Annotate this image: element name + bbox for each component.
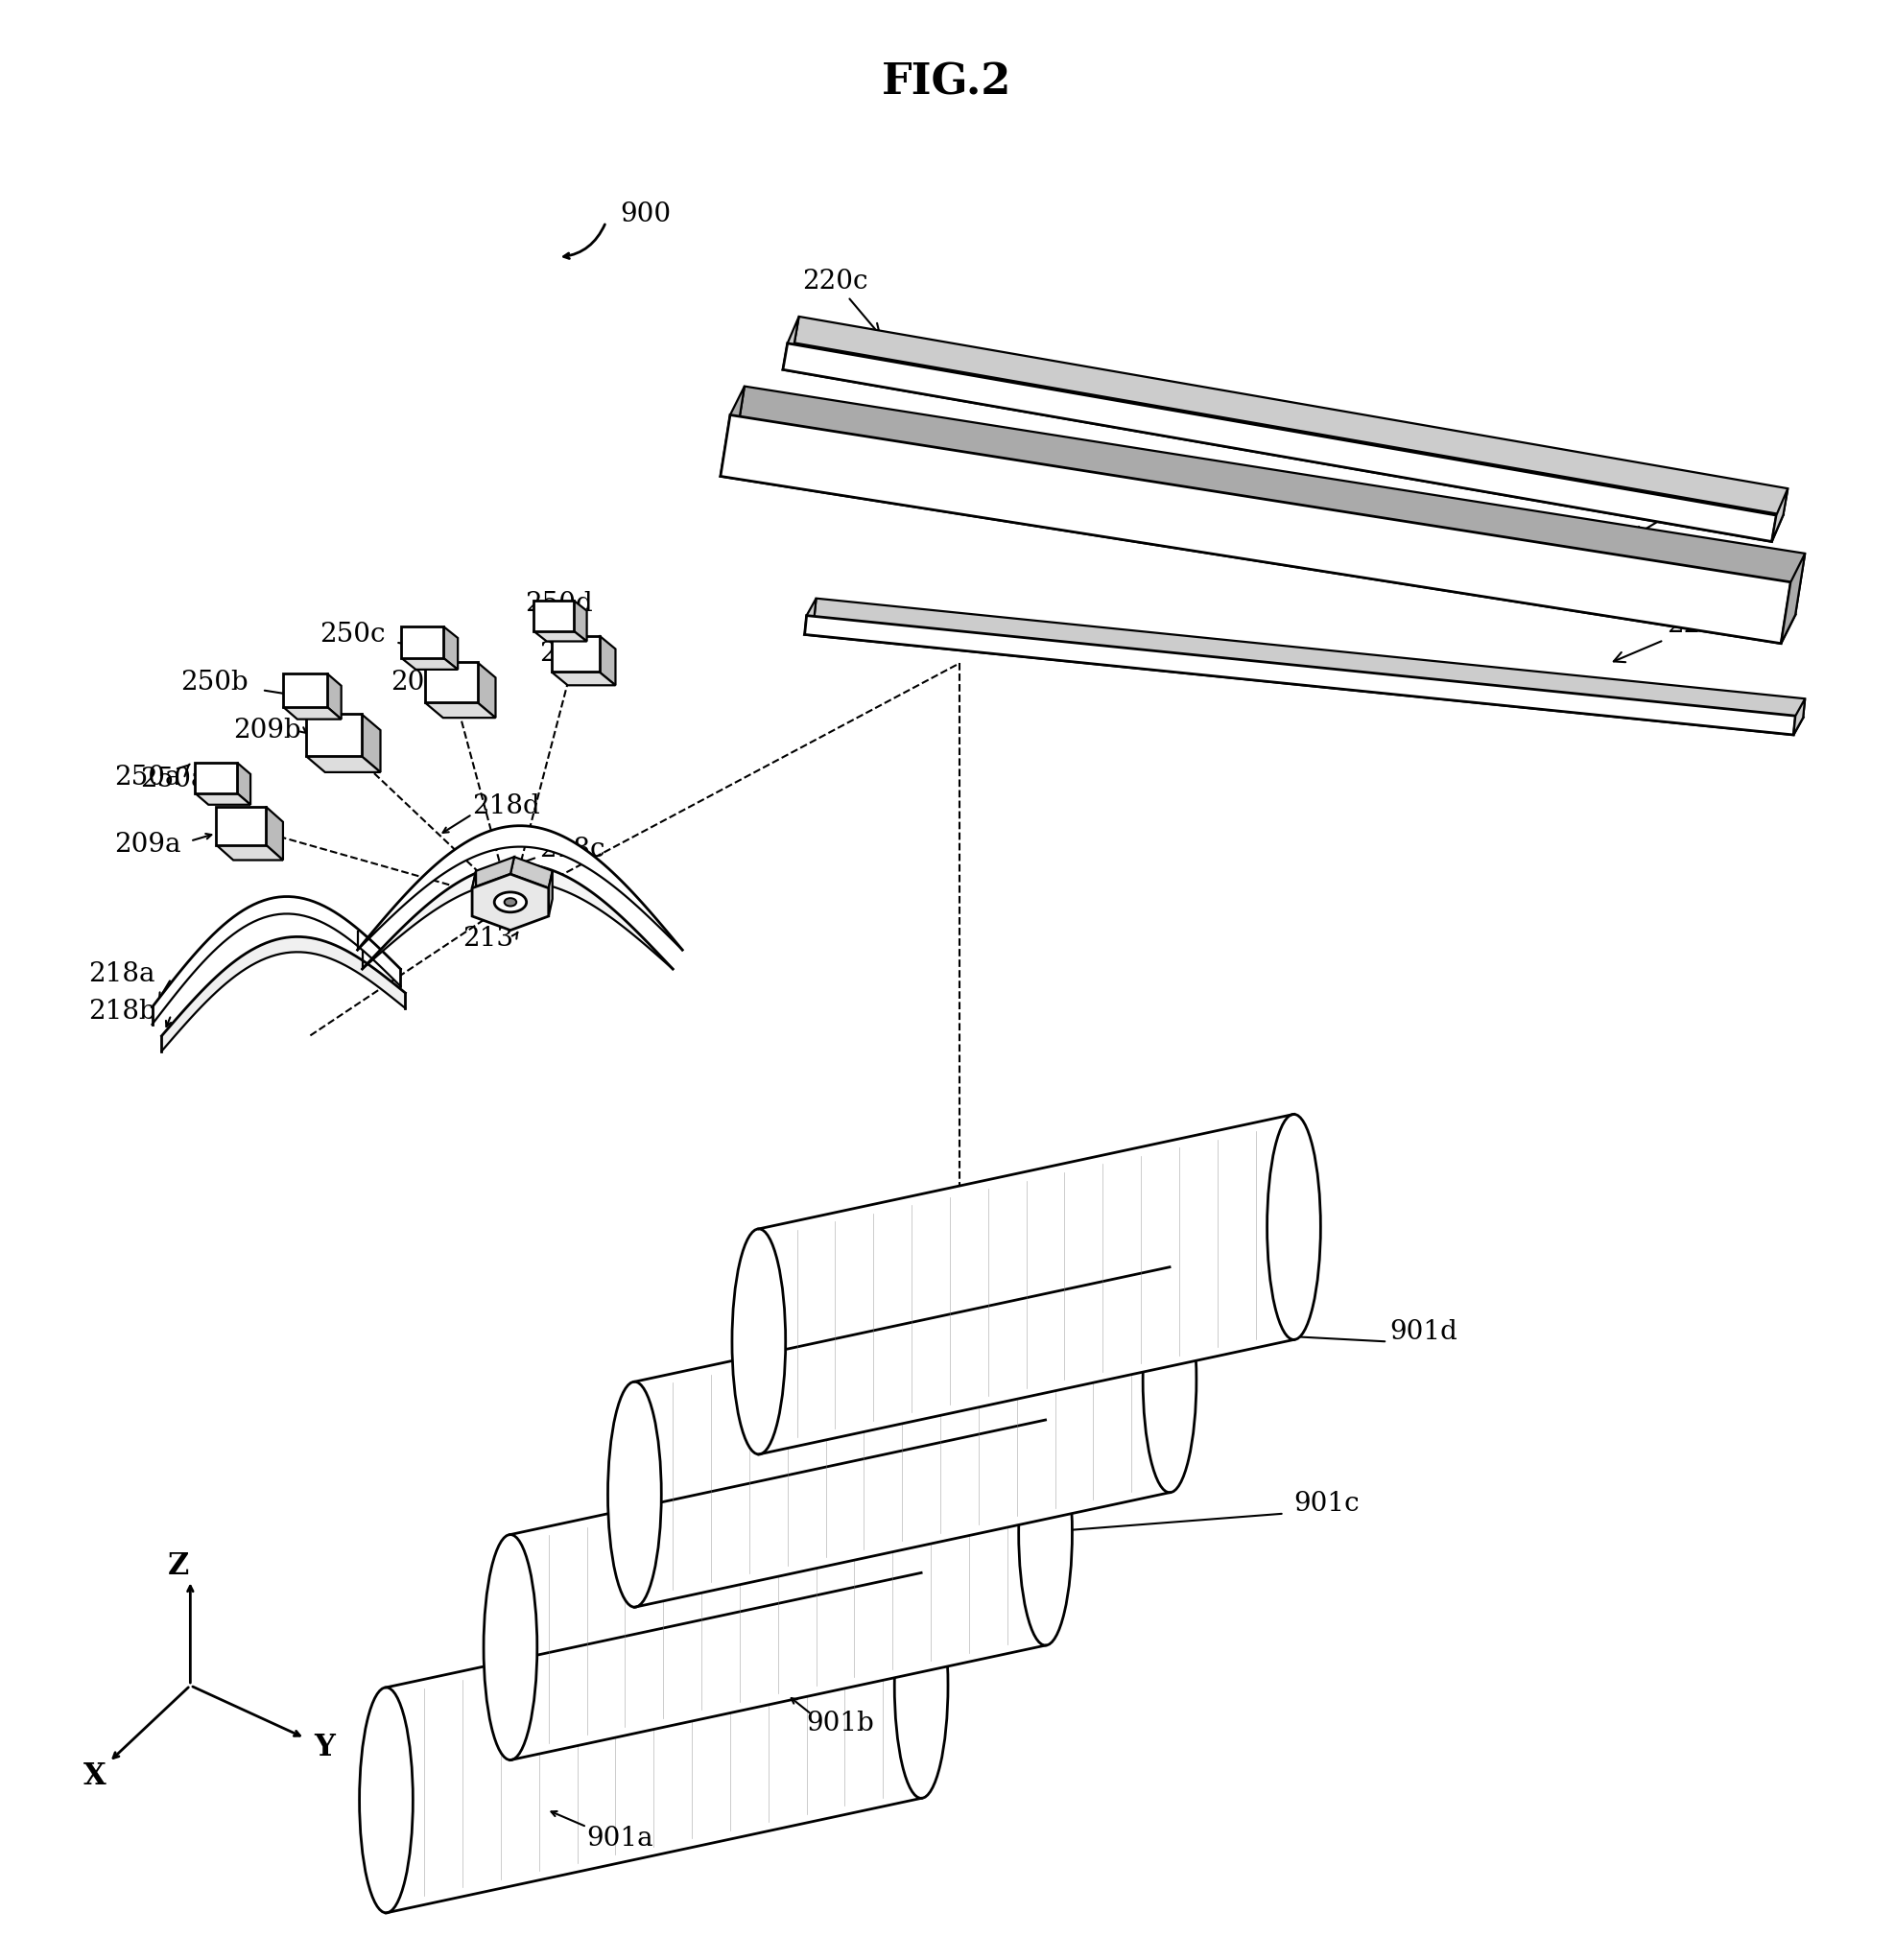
Ellipse shape <box>504 898 517 906</box>
Polygon shape <box>720 386 745 476</box>
Ellipse shape <box>1020 1419 1073 1644</box>
Polygon shape <box>478 662 496 717</box>
Polygon shape <box>424 662 478 702</box>
Text: 218b: 218b <box>87 1000 155 1025</box>
Ellipse shape <box>1143 1266 1196 1492</box>
Polygon shape <box>510 1419 1046 1760</box>
Ellipse shape <box>731 1229 786 1454</box>
Polygon shape <box>402 627 443 659</box>
Polygon shape <box>387 1572 921 1913</box>
Text: 209a: 209a <box>114 831 180 858</box>
Text: 224c: 224c <box>1685 478 1751 504</box>
Polygon shape <box>305 713 362 757</box>
Ellipse shape <box>1268 1113 1321 1341</box>
Polygon shape <box>161 937 406 1051</box>
Text: 209c: 209c <box>390 670 457 696</box>
Polygon shape <box>402 659 459 670</box>
Polygon shape <box>152 896 400 1025</box>
Polygon shape <box>265 808 282 860</box>
Text: 901b: 901b <box>807 1711 874 1737</box>
Text: 901d: 901d <box>1389 1319 1457 1345</box>
Text: 209b: 209b <box>233 717 301 743</box>
Text: 218c: 218c <box>538 837 605 862</box>
Polygon shape <box>720 416 1791 643</box>
Polygon shape <box>216 808 265 845</box>
Polygon shape <box>282 674 328 708</box>
Polygon shape <box>216 845 282 860</box>
Text: 227c: 227c <box>1615 612 1732 662</box>
Polygon shape <box>783 343 1776 541</box>
Polygon shape <box>574 600 587 641</box>
Polygon shape <box>472 874 550 931</box>
Polygon shape <box>551 672 616 686</box>
Polygon shape <box>362 864 673 968</box>
Polygon shape <box>305 757 381 772</box>
Polygon shape <box>328 674 341 719</box>
Polygon shape <box>282 708 341 719</box>
Polygon shape <box>424 702 496 717</box>
Polygon shape <box>1781 553 1806 643</box>
Text: 250b: 250b <box>180 670 248 696</box>
Text: 224c: 224c <box>1632 478 1742 537</box>
Ellipse shape <box>360 1688 413 1913</box>
Ellipse shape <box>894 1572 948 1797</box>
Polygon shape <box>362 713 381 772</box>
Polygon shape <box>805 598 817 635</box>
Text: 900: 900 <box>620 202 671 227</box>
Polygon shape <box>735 386 1806 615</box>
Text: Z: Z <box>169 1550 190 1582</box>
Polygon shape <box>532 600 574 631</box>
Polygon shape <box>758 1113 1294 1454</box>
Text: FIG.2: FIG.2 <box>881 61 1012 102</box>
Polygon shape <box>783 343 1783 541</box>
Polygon shape <box>237 762 250 806</box>
Polygon shape <box>805 617 1802 735</box>
Polygon shape <box>815 598 1806 717</box>
Polygon shape <box>720 447 1795 643</box>
Polygon shape <box>510 857 553 888</box>
Text: 250d: 250d <box>525 592 593 617</box>
Text: 220c: 220c <box>802 269 879 335</box>
Text: 901a: 901a <box>587 1825 654 1852</box>
Polygon shape <box>195 762 237 794</box>
Polygon shape <box>635 1266 1169 1607</box>
Polygon shape <box>1772 488 1787 541</box>
Text: 250a: 250a <box>140 764 207 792</box>
Polygon shape <box>794 316 1787 515</box>
Text: Y: Y <box>313 1733 335 1762</box>
Text: 250c: 250c <box>318 621 385 647</box>
Polygon shape <box>443 627 459 670</box>
Polygon shape <box>472 857 514 888</box>
Polygon shape <box>532 631 587 641</box>
Text: 218d: 218d <box>472 794 540 819</box>
Text: 209d: 209d <box>538 641 606 666</box>
Ellipse shape <box>483 1535 536 1760</box>
Polygon shape <box>358 825 682 951</box>
Text: 218a: 218a <box>87 960 155 986</box>
Text: 250a: 250a <box>114 764 180 792</box>
Polygon shape <box>599 635 616 686</box>
Ellipse shape <box>608 1382 661 1607</box>
Text: 901c: 901c <box>1294 1492 1361 1517</box>
Ellipse shape <box>495 892 527 911</box>
Polygon shape <box>551 635 599 672</box>
Polygon shape <box>783 316 800 370</box>
Text: 213: 213 <box>462 925 514 951</box>
Polygon shape <box>1793 698 1806 735</box>
Polygon shape <box>550 870 553 915</box>
Polygon shape <box>195 794 250 806</box>
Polygon shape <box>472 870 476 915</box>
Text: X: X <box>83 1762 106 1791</box>
Polygon shape <box>805 615 1795 735</box>
